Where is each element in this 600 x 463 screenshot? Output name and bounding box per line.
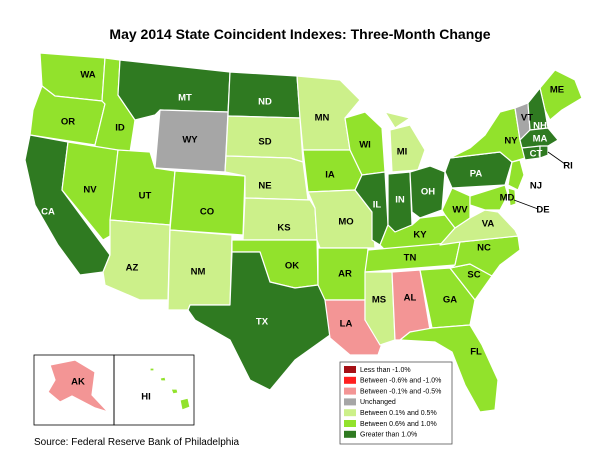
state-co [169, 170, 246, 236]
state-az [102, 219, 171, 301]
state-label-pa: PA [470, 169, 483, 180]
state-label-md: MD [500, 193, 515, 204]
state-label-tn: TN [404, 253, 417, 264]
state-label-va: VA [482, 219, 495, 230]
legend-swatch-lt_neg1 [344, 366, 356, 373]
state-de [507, 187, 517, 207]
legend-swatch-p06_10 [344, 420, 356, 427]
state-label-ne: NE [258, 181, 271, 192]
legend-swatch-neg01_neg05 [344, 387, 356, 395]
state-label-nj: NJ [530, 181, 542, 192]
state-mi [384, 111, 426, 173]
legend-swatch-p01_05 [344, 409, 356, 417]
legend-label-gt1: Greater than 1.0% [360, 432, 417, 439]
state-label-oh: OH [421, 187, 435, 198]
state-label-nd: ND [258, 97, 272, 108]
state-label-mn: MN [315, 113, 330, 124]
inset-layer [33, 354, 195, 426]
legend-label-p01_05: Between 0.1% and 0.5% [360, 410, 437, 417]
legend-swatch-neg06_neg1 [344, 376, 356, 384]
state-hi [149, 367, 191, 411]
state-label-ny: NY [504, 136, 518, 147]
leader-line-de [513, 199, 539, 210]
state-label-vt: VT [521, 113, 533, 124]
state-label-al: AL [404, 293, 417, 304]
state-label-ri: RI [563, 161, 573, 172]
state-labels-layer: WA OR CA ID NV MT WY UT AZ CO NM ND SD NE KS OK TX MN IA MO… [41, 70, 573, 403]
state-label-wy: WY [182, 135, 198, 146]
state-nj [507, 159, 525, 191]
state-label-co: CO [200, 207, 214, 218]
state-label-wa: WA [80, 70, 95, 81]
state-label-hi: HI [141, 392, 151, 403]
state-label-ak: AK [71, 377, 85, 388]
state-label-tx: TX [256, 317, 269, 328]
state-label-mt: MT [178, 93, 192, 104]
state-label-wi: WI [359, 140, 371, 151]
state-label-ia: IA [325, 170, 335, 181]
state-label-wv: WV [452, 205, 468, 216]
state-label-in: IN [395, 195, 405, 206]
state-label-ma: MA [533, 134, 548, 145]
state-ks [242, 197, 318, 241]
state-nd [227, 71, 301, 119]
state-label-la: LA [340, 319, 353, 330]
legend-swatch-unchanged [344, 398, 356, 406]
state-label-nv: NV [83, 185, 97, 196]
state-il [354, 171, 389, 246]
hawaii-inset-frame [113, 354, 195, 426]
leader-line-ri [547, 151, 566, 165]
state-label-az: AZ [126, 263, 139, 274]
state-label-nc: NC [477, 243, 491, 254]
state-label-il: IL [373, 200, 382, 211]
state-nv [61, 141, 119, 241]
legend: Less than -1.0% Between -0.6% and -1.0% Be… [339, 361, 453, 445]
state-nh [527, 87, 549, 131]
state-label-sd: SD [258, 137, 271, 148]
legend-label-unchanged: Unchanged [360, 399, 396, 406]
state-ri [539, 145, 549, 159]
state-md [469, 184, 509, 211]
state-label-or: OR [61, 117, 75, 128]
legend-label-neg01_neg05: Between -0.1% and -0.5% [360, 388, 441, 395]
state-label-mi: MI [397, 147, 408, 158]
state-label-de: DE [536, 205, 549, 216]
state-fl [399, 324, 499, 413]
state-label-sc: SC [467, 270, 480, 281]
state-label-ga: GA [443, 295, 457, 306]
legend-label-p06_10: Between 0.6% and 1.0% [360, 421, 437, 428]
state-tx [187, 251, 331, 391]
state-label-ks: KS [277, 223, 290, 234]
legend-box [339, 361, 453, 445]
legend-label-neg06_neg1: Between -0.6% and -1.0% [360, 378, 441, 385]
state-label-me: ME [550, 85, 564, 96]
legend-label-lt_neg1: Less than -1.0% [360, 367, 411, 374]
state-label-ut: UT [139, 191, 152, 202]
state-label-ar: AR [338, 269, 352, 280]
state-label-mo: MO [338, 217, 353, 228]
state-label-ky: KY [413, 230, 427, 241]
state-label-ca: CA [41, 207, 55, 218]
state-label-nm: NM [191, 267, 206, 278]
states-layer [24, 52, 583, 413]
legend-swatch-gt1 [344, 430, 356, 438]
state-ak [47, 359, 109, 413]
source-note: Source: Federal Reserve Bank of Philadel… [34, 437, 240, 448]
state-label-id: ID [115, 123, 125, 134]
state-label-ok: OK [285, 261, 299, 272]
map-title: May 2014 State Coincident Indexes: Three… [109, 26, 491, 42]
state-label-ms: MS [372, 295, 386, 306]
state-label-fl: FL [470, 347, 482, 358]
state-label-nh: NH [533, 121, 547, 132]
state-label-ct: CT [530, 149, 543, 160]
